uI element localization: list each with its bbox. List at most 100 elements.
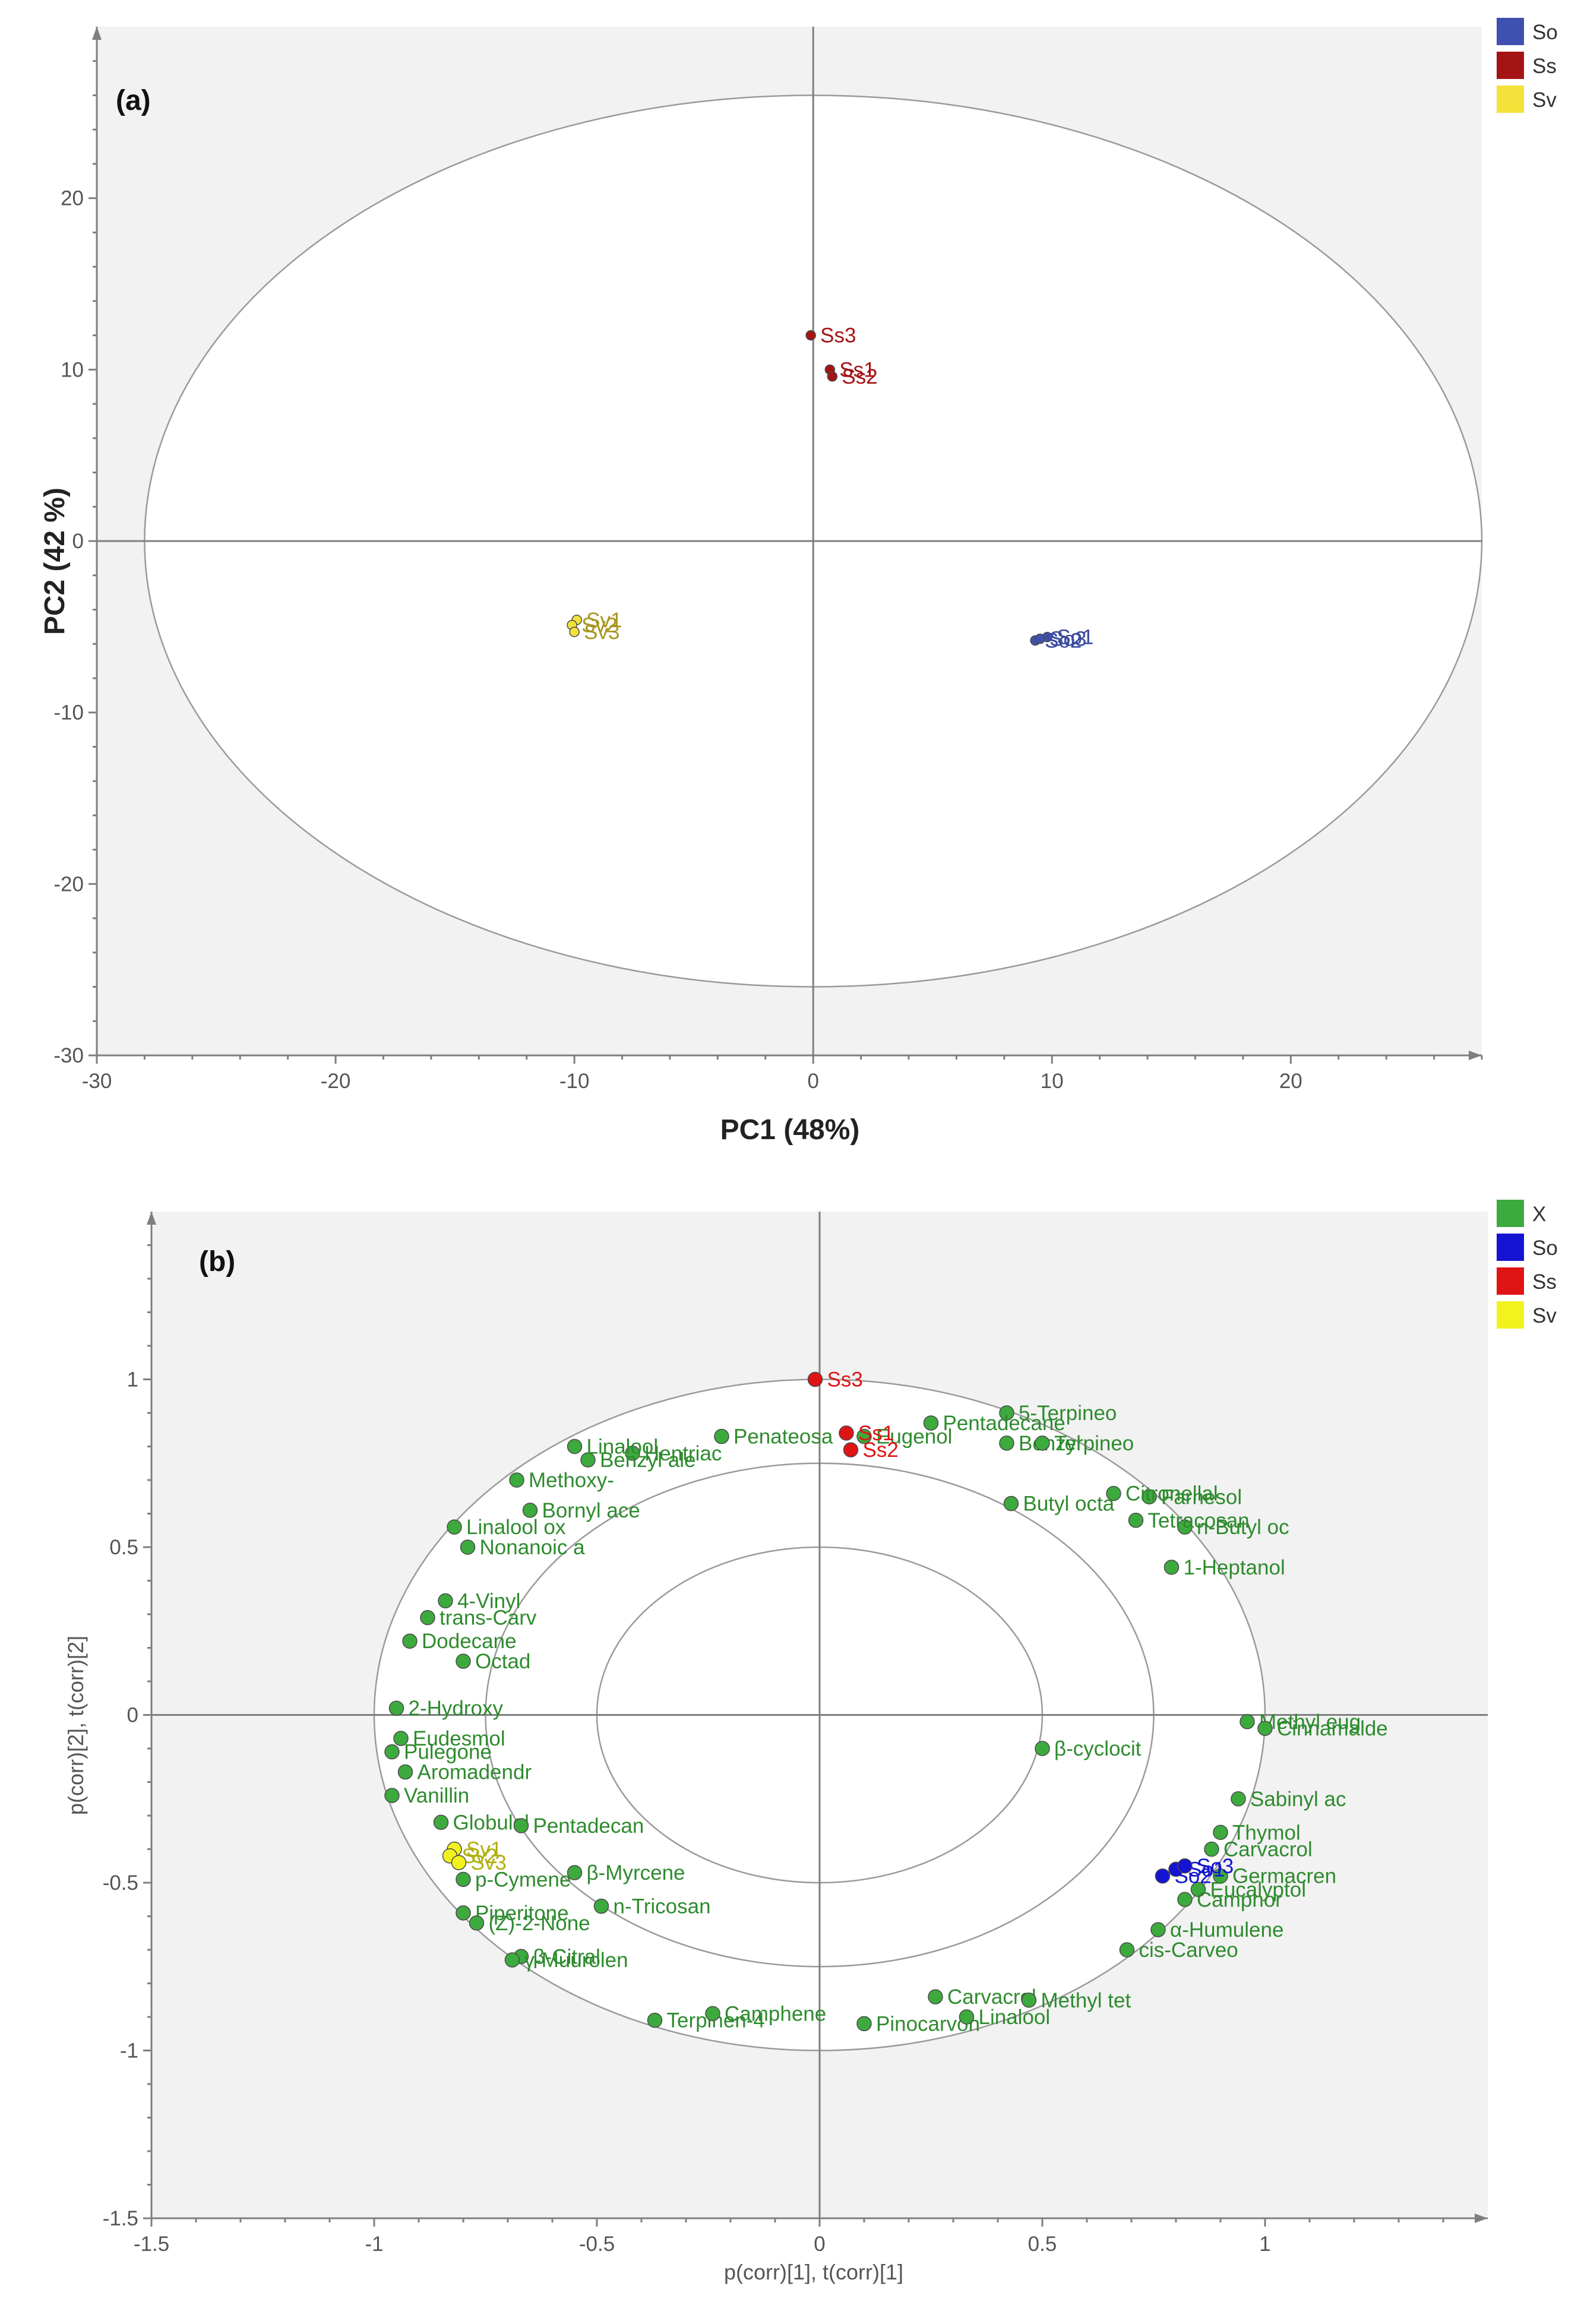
- data-point-x: [580, 1452, 596, 1468]
- data-point-x: [1190, 1882, 1206, 1898]
- point-label: Germacren: [1232, 1865, 1336, 1888]
- data-point-x: [1021, 1993, 1037, 2008]
- data-point-x: [438, 1593, 453, 1609]
- data-point-x: [593, 1898, 609, 1914]
- point-label: Citronellal: [1125, 1482, 1218, 1506]
- data-point-ss: [805, 330, 816, 341]
- data-point-x: [647, 2012, 663, 2028]
- data-point-x: [1106, 1485, 1121, 1501]
- data-point-x: [1204, 1841, 1219, 1857]
- x-tick-label: -30: [82, 1070, 112, 1093]
- point-label: Sv2: [462, 1845, 498, 1868]
- data-point-x: [1142, 1489, 1157, 1504]
- point-label: Sv3: [471, 1851, 507, 1874]
- point-label: Ss2: [863, 1438, 899, 1462]
- point-label: Linalool: [587, 1435, 659, 1459]
- y-tick-label: 20: [61, 187, 84, 210]
- y-tick-label: 10: [61, 358, 84, 381]
- point-label: Eudesmol: [413, 1727, 505, 1750]
- point-label: Methoxy-: [529, 1469, 614, 1492]
- point-label: So1: [1057, 626, 1093, 649]
- loading-plot-panel-b: -1.5 -1 -0.5 0 0.5 1 -1.5 -1 -0.5 0 0.5 1 5-Terpine…: [64, 1200, 1558, 2284]
- point-label: 2-Hydroxy: [409, 1697, 504, 1720]
- point-label: α-Humulene: [1170, 1918, 1283, 1942]
- data-point-so: [1155, 1868, 1171, 1884]
- point-label: Nonanoic a: [480, 1536, 586, 1559]
- data-point-ss: [807, 1371, 823, 1387]
- point-label: Pentadecan: [533, 1814, 644, 1838]
- data-point-x: [1035, 1435, 1050, 1451]
- point-label: Sv2: [581, 614, 617, 637]
- y-tick-label: -10: [53, 701, 84, 725]
- point-label: Terpineo: [1054, 1432, 1134, 1455]
- data-point-x: [1213, 1825, 1228, 1840]
- data-point-x: [522, 1503, 538, 1518]
- data-point-x: [999, 1405, 1014, 1421]
- data-point-x: [1177, 1892, 1193, 1907]
- point-label: n-Butyl oc: [1197, 1516, 1289, 1539]
- axes-a: -30 -20 -10 0 10 20 -30 -20 -10 0 10 20: [53, 27, 1483, 1093]
- point-label: Butyl octa: [1023, 1493, 1115, 1516]
- y-tick-label: -20: [53, 872, 84, 896]
- data-point-x: [1257, 1721, 1273, 1736]
- data-point-so: [1177, 1858, 1193, 1874]
- x-tick-label: -1.5: [134, 2233, 169, 2256]
- data-point-x: [456, 1871, 471, 1887]
- data-point-x: [504, 1952, 520, 1968]
- data-point-x: [456, 1905, 471, 1921]
- data-point-x: [567, 1865, 583, 1880]
- x-tick-label: 10: [1041, 1070, 1064, 1093]
- x-tick-label: 20: [1279, 1070, 1302, 1093]
- legend-label: So: [1532, 21, 1558, 44]
- x-axis-label-a: PC1 (48%): [720, 1114, 860, 1146]
- point-label: Camphor: [1197, 1888, 1282, 1911]
- point-label: Dodecane: [422, 1630, 517, 1653]
- x-tick-label: 0: [807, 1070, 818, 1093]
- data-point-x: [1231, 1791, 1246, 1807]
- point-label: Pentadecane: [943, 1412, 1065, 1435]
- data-point-x: [420, 1610, 435, 1626]
- data-point-x: [856, 2016, 872, 2032]
- data-point-x: [433, 1814, 449, 1830]
- point-label: So1: [1188, 1858, 1225, 1881]
- point-label: Sv1: [586, 609, 622, 632]
- point-label: Ss1: [858, 1422, 894, 1445]
- y-tick-label: 1: [127, 1368, 138, 1392]
- data-point-so: [1035, 633, 1045, 644]
- point-label: 1-Heptanol: [1184, 1556, 1285, 1579]
- data-point-x: [388, 1700, 404, 1716]
- data-point-x: [959, 2009, 975, 2025]
- point-label: So2: [1045, 629, 1082, 652]
- point-label: Ss3: [820, 324, 856, 347]
- x-tick-label: 0: [814, 2233, 825, 2256]
- data-point-x: [1035, 1741, 1050, 1756]
- legend-swatch: [1497, 1301, 1524, 1329]
- point-label: Pulegone: [404, 1741, 492, 1764]
- point-label: Sv3: [584, 621, 619, 644]
- legend-label: So: [1532, 1237, 1558, 1260]
- point-label: Octad: [475, 1650, 530, 1673]
- point-label: Carvacrol: [947, 1985, 1036, 2009]
- data-point-sv: [569, 627, 580, 637]
- point-label: Carvacrol: [1223, 1838, 1313, 1861]
- point-label: Ss1: [839, 358, 875, 381]
- data-point-x: [714, 1428, 729, 1444]
- panel-label-a: (a): [116, 85, 151, 116]
- data-point-x: [1150, 1922, 1166, 1937]
- axes-b: -1.5 -1 -0.5 0 0.5 1 -1.5 -1 -0.5 0 0.5 1: [103, 1212, 1488, 2256]
- point-label: Thymol: [1232, 1821, 1301, 1844]
- point-label: Benzyl ale: [600, 1449, 695, 1472]
- x-tick-label: 0.5: [1028, 2233, 1057, 2256]
- data-point-x: [1213, 1868, 1228, 1884]
- point-label: γ-Muurolen: [524, 1949, 628, 1972]
- y-axis-arrow: [92, 27, 102, 40]
- point-label: Sabinyl ac: [1250, 1788, 1346, 1811]
- point-label: 5-Terpineo: [1019, 1402, 1117, 1425]
- y-axis-label-b: p(corr)[2], t(corr)[2]: [64, 1636, 88, 1815]
- y-axis-label-a: PC2 (42 %): [39, 488, 71, 635]
- point-label: Farnesol: [1161, 1485, 1242, 1509]
- point-label: Methyl eug: [1259, 1710, 1361, 1734]
